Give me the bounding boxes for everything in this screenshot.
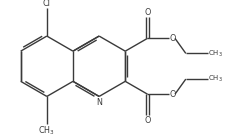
Text: Cl: Cl	[43, 0, 51, 8]
Text: O: O	[144, 7, 151, 16]
Text: N: N	[96, 98, 102, 106]
Text: CH$_3$: CH$_3$	[38, 125, 55, 136]
Text: CH$_3$: CH$_3$	[208, 48, 223, 58]
Text: CH$_3$: CH$_3$	[208, 74, 223, 84]
Text: O: O	[170, 90, 176, 99]
Text: O: O	[144, 116, 151, 125]
Text: O: O	[170, 34, 176, 43]
